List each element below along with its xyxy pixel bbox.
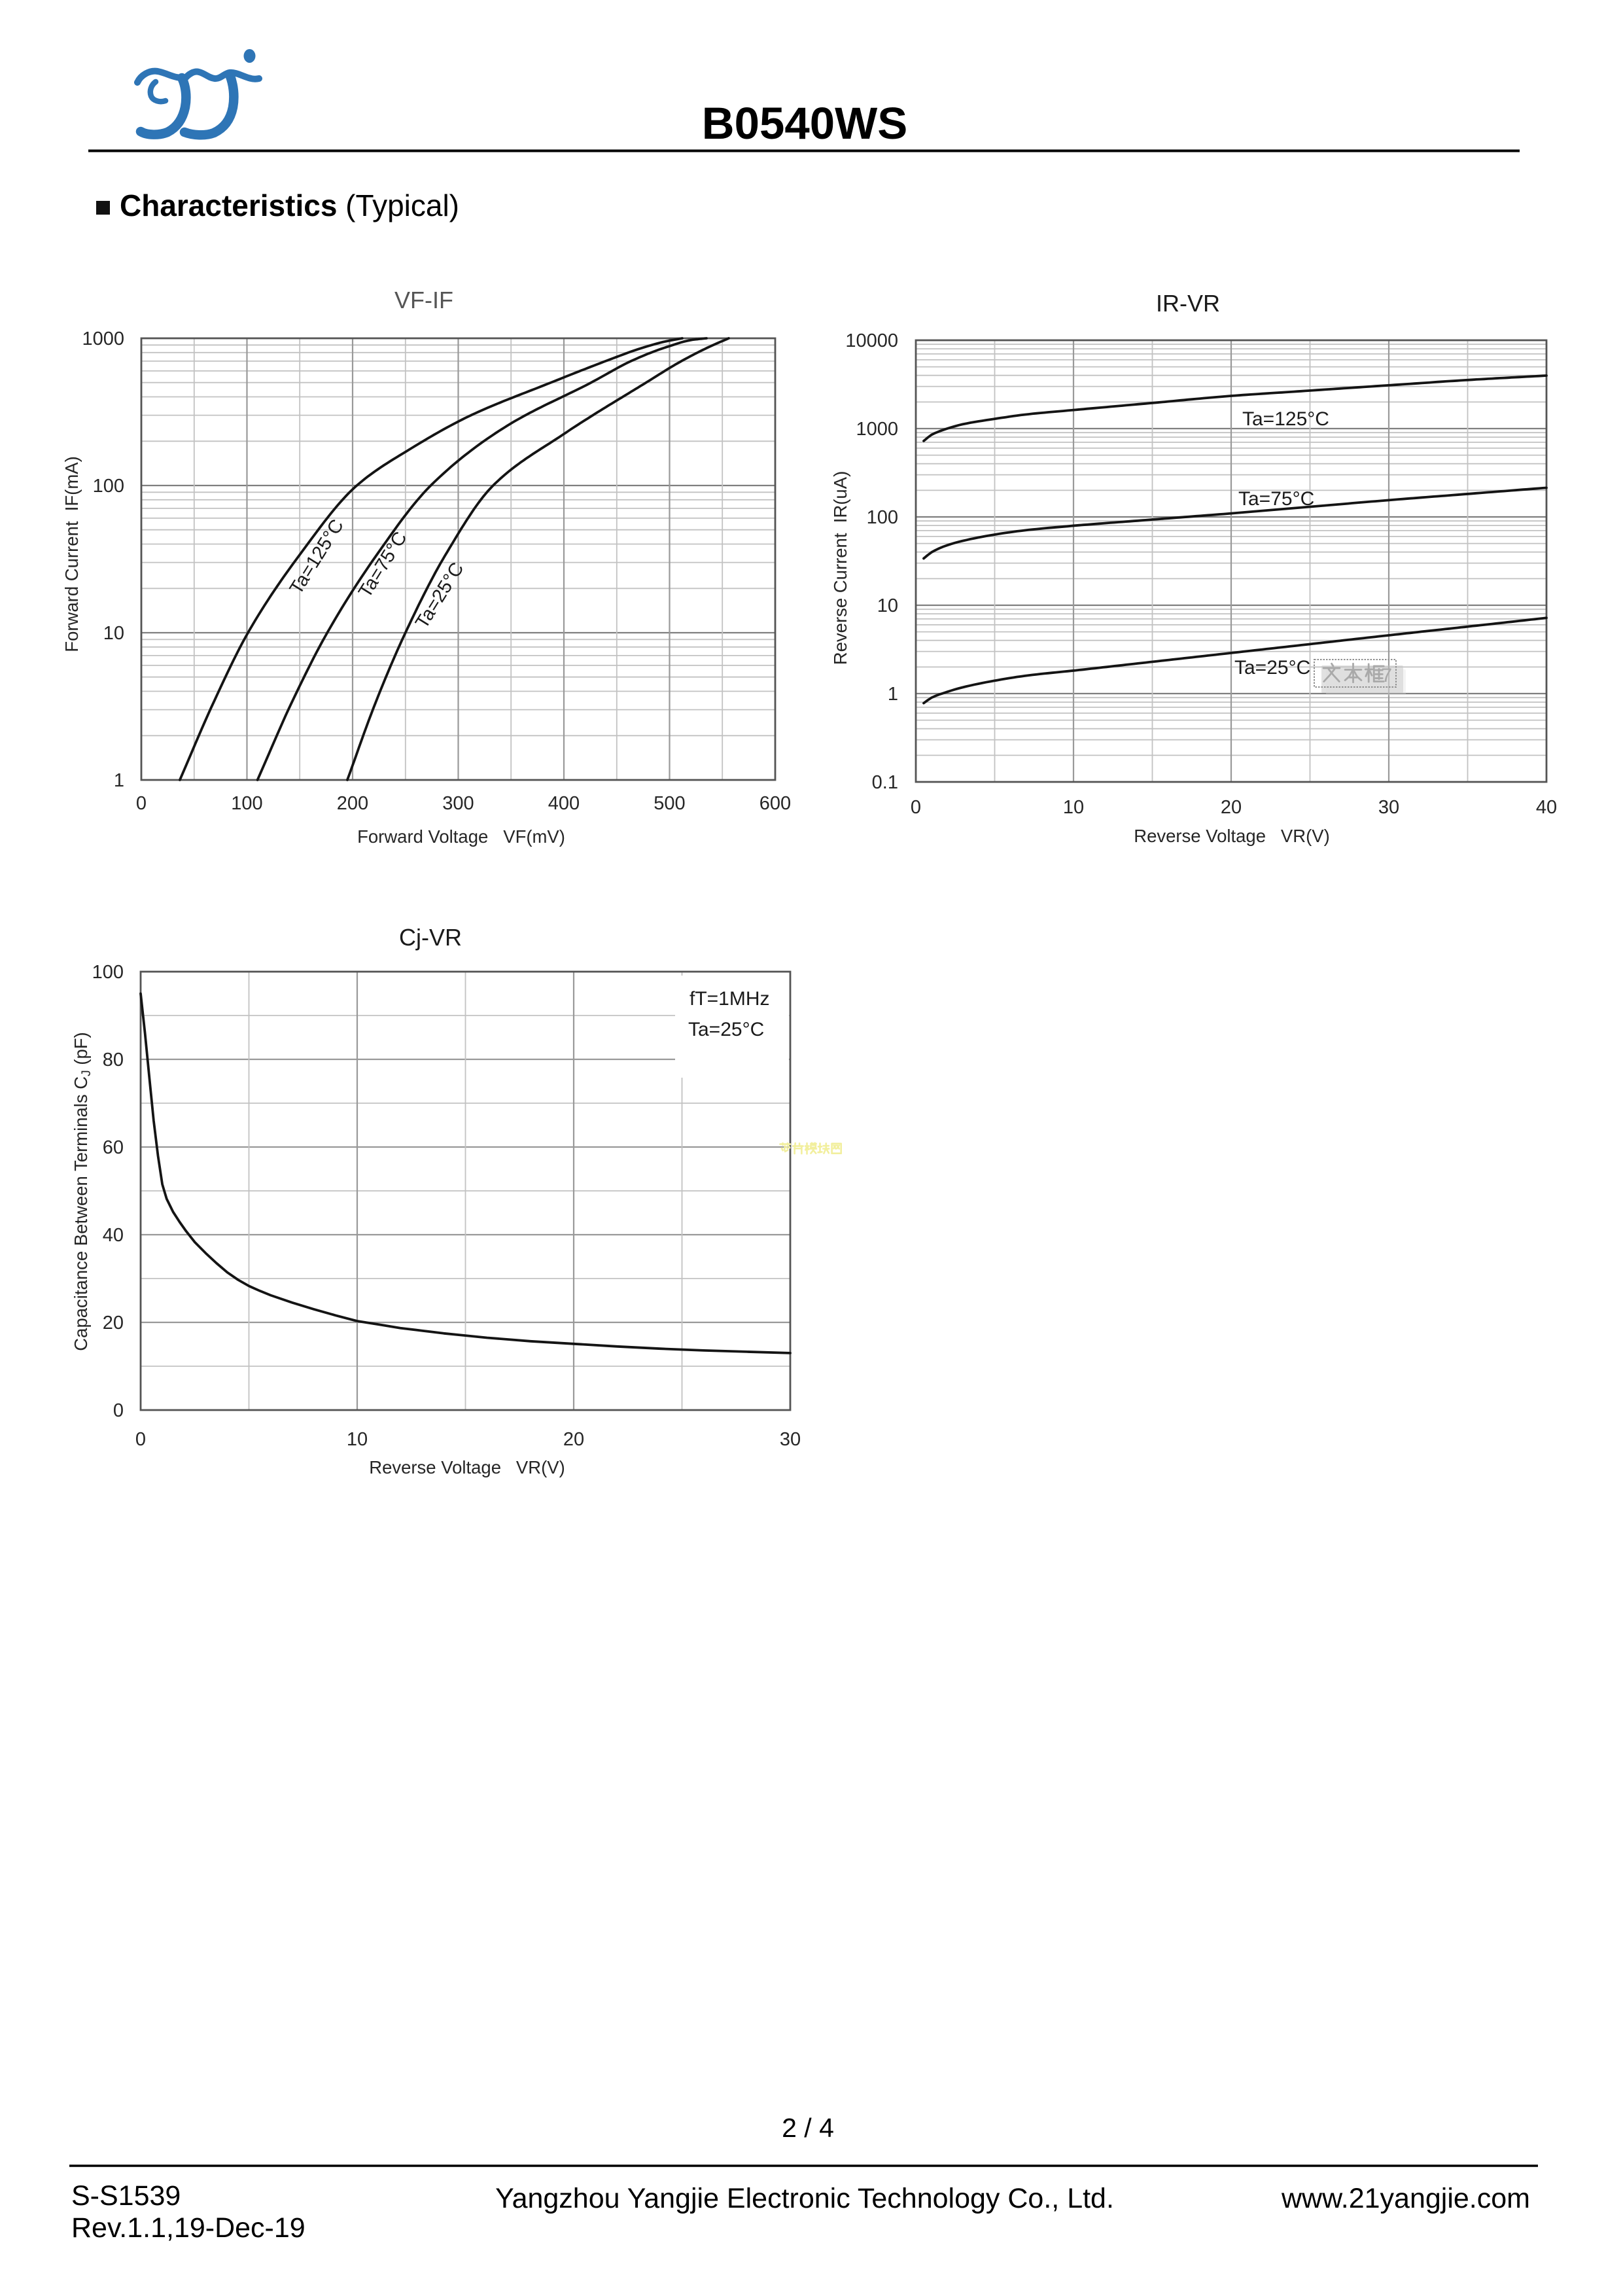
svg-text:Reverse Voltage VR(V): Reverse Voltage VR(V): [1134, 826, 1330, 846]
svg-text:Forward Voltage VF(mV): Forward Voltage VF(mV): [357, 826, 565, 847]
svg-text:Reverse Current IR(uA): Reverse Current IR(uA): [830, 471, 850, 665]
svg-text:1: 1: [114, 770, 124, 791]
svg-text:30: 30: [1378, 797, 1399, 818]
svg-text:10: 10: [103, 623, 124, 644]
svg-text:20: 20: [563, 1429, 584, 1450]
svg-text:Rev.1.1,19-Dec-19: Rev.1.1,19-Dec-19: [71, 2212, 305, 2244]
svg-text:1: 1: [888, 684, 898, 705]
svg-text:20: 20: [1221, 797, 1242, 818]
svg-text:7: 7: [1381, 665, 1392, 686]
svg-text:300: 300: [442, 793, 474, 814]
svg-text:2 / 4: 2 / 4: [782, 2113, 834, 2143]
svg-text:0: 0: [136, 793, 147, 814]
svg-text:Capacitance Between Terminals: Capacitance Between Terminals CJ (pF): [71, 1032, 94, 1351]
svg-text:10000: 10000: [845, 330, 898, 351]
svg-text:B0540WS: B0540WS: [702, 98, 907, 149]
svg-text:100: 100: [867, 507, 898, 528]
svg-text:10: 10: [347, 1429, 368, 1450]
svg-text:Cj-VR: Cj-VR: [399, 924, 462, 951]
svg-text:400: 400: [548, 793, 580, 814]
svg-text:500: 500: [654, 793, 685, 814]
svg-text:fT=1MHz: fT=1MHz: [689, 988, 770, 1010]
svg-text:VF-IF: VF-IF: [394, 287, 453, 313]
svg-text:Ta=125°C: Ta=125°C: [286, 516, 348, 598]
svg-text:100: 100: [93, 476, 124, 497]
svg-text:10: 10: [1063, 797, 1084, 818]
svg-text:1000: 1000: [856, 419, 898, 440]
svg-text:0: 0: [113, 1400, 124, 1421]
svg-text:Ta=25°C: Ta=25°C: [1234, 657, 1310, 679]
svg-text:0: 0: [911, 797, 921, 818]
svg-text:0.1: 0.1: [872, 772, 898, 793]
svg-text:100: 100: [231, 793, 262, 814]
svg-text:Ta=125°C: Ta=125°C: [1242, 408, 1329, 430]
svg-text:Ta=75°C: Ta=75°C: [1238, 488, 1314, 510]
svg-text:80: 80: [103, 1050, 124, 1070]
svg-text:30: 30: [780, 1429, 801, 1450]
svg-text:20: 20: [103, 1313, 124, 1333]
svg-text:www.21yangjie.com: www.21yangjie.com: [1281, 2183, 1530, 2214]
svg-text:40: 40: [103, 1225, 124, 1246]
svg-text:Yangzhou Yangjie Electronic Te: Yangzhou Yangjie Electronic Technology C…: [495, 2183, 1114, 2214]
svg-text:Reverse Voltage VR(V): Reverse Voltage VR(V): [369, 1457, 565, 1477]
svg-text:Ta=75°C: Ta=75°C: [355, 528, 411, 601]
svg-text:200: 200: [337, 793, 368, 814]
svg-text:S-S1539: S-S1539: [71, 2180, 181, 2212]
svg-text:100: 100: [92, 962, 124, 983]
svg-text:600: 600: [759, 793, 791, 814]
svg-text:Forward Current IF(mA): Forward Current IF(mA): [61, 456, 82, 652]
svg-text:Characteristics (Typical): Characteristics (Typical): [120, 188, 459, 222]
svg-text:40: 40: [1536, 797, 1557, 818]
svg-text:Ta=25°C: Ta=25°C: [411, 559, 468, 632]
svg-text:60: 60: [103, 1137, 124, 1158]
svg-text:Ta=25°C: Ta=25°C: [688, 1019, 764, 1040]
svg-text:0: 0: [135, 1429, 146, 1450]
svg-text:IR-VR: IR-VR: [1156, 290, 1220, 317]
svg-text:1000: 1000: [82, 328, 124, 349]
svg-text:10: 10: [877, 595, 898, 616]
